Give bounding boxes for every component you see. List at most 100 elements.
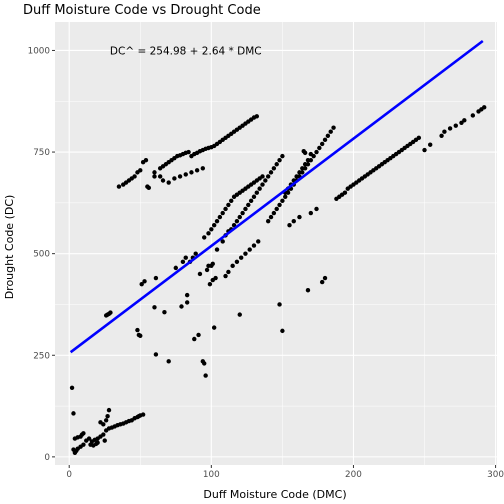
data-point [300, 170, 305, 175]
data-point [162, 309, 167, 315]
data-point [234, 259, 240, 264]
data-point [291, 218, 296, 224]
data-point [247, 247, 252, 252]
data-point [230, 263, 235, 269]
data-point [116, 184, 122, 189]
data-point [204, 267, 210, 273]
data-point [183, 255, 188, 260]
data-point [274, 206, 279, 212]
data-point [274, 162, 279, 167]
data-point [214, 247, 220, 252]
data-point [184, 300, 190, 305]
data-point [81, 442, 86, 447]
data-point [138, 168, 143, 173]
data-point [210, 261, 215, 267]
data-point [331, 125, 336, 130]
x-axis-title: Duff Moisture Code (DMC) [203, 488, 346, 501]
data-point [311, 153, 316, 159]
y-tick-label: 500 [33, 250, 50, 260]
data-point [243, 251, 248, 256]
data-point [213, 275, 218, 281]
data-point [277, 157, 282, 163]
data-point [220, 210, 225, 216]
data-point [203, 373, 208, 378]
data-point [223, 206, 228, 212]
data-point [220, 239, 225, 244]
y-tick-label: 1000 [28, 46, 51, 56]
y-tick-label: 750 [33, 148, 50, 158]
data-points [69, 105, 487, 456]
data-point [101, 432, 106, 437]
data-point [280, 153, 285, 159]
data-point [271, 166, 277, 171]
data-point [103, 418, 109, 423]
data-point [280, 328, 285, 334]
data-point [193, 251, 198, 256]
data-point [184, 292, 190, 298]
data-point [256, 239, 261, 244]
data-point [251, 194, 257, 199]
data-point [157, 174, 163, 179]
data-point [234, 218, 240, 224]
data-point [416, 135, 422, 141]
data-point [202, 235, 207, 240]
data-point [302, 166, 308, 171]
data-point [95, 440, 100, 445]
data-point [325, 133, 331, 138]
data-point [271, 210, 277, 216]
y-axis-ticks: 0 250 500 750 1000 [28, 46, 55, 463]
data-point [254, 190, 260, 195]
data-point [86, 436, 92, 441]
data-point [268, 214, 274, 220]
data-point [240, 210, 245, 216]
data-point [283, 194, 288, 199]
data-point [207, 281, 213, 287]
data-point [206, 231, 211, 236]
data-point [257, 186, 262, 191]
y-tick-label: 250 [33, 351, 50, 361]
data-point [428, 142, 433, 147]
data-point [265, 174, 271, 179]
grid-minor [55, 22, 497, 465]
data-point [223, 273, 228, 279]
data-point [153, 352, 159, 357]
data-point [328, 129, 333, 134]
data-point [81, 431, 86, 436]
data-point [342, 190, 348, 195]
data-point [152, 170, 157, 175]
data-point [422, 147, 427, 153]
data-point [238, 255, 244, 260]
data-point [214, 218, 220, 224]
data-point [186, 149, 191, 155]
plot-panel [55, 22, 497, 465]
x-axis-ticks: 0 100 200 300 [66, 465, 504, 480]
data-point [319, 279, 325, 285]
data-point [180, 259, 186, 264]
data-point [152, 305, 157, 310]
data-point [237, 214, 242, 220]
data-point [297, 214, 302, 220]
grid-major [55, 22, 497, 465]
data-point [231, 223, 237, 228]
data-point [462, 118, 467, 123]
data-point [211, 325, 217, 330]
data-point [200, 166, 206, 171]
data-point [248, 198, 254, 204]
data-point [254, 114, 260, 119]
data-point [211, 223, 217, 228]
data-point [166, 359, 171, 364]
data-point [237, 312, 242, 317]
data-point [277, 302, 282, 307]
data-point [482, 105, 487, 110]
y-axis-title: Drought Code (DC) [3, 195, 16, 300]
data-point [183, 172, 188, 177]
data-point [177, 174, 183, 179]
data-point [260, 182, 265, 187]
data-point [305, 162, 311, 167]
data-point [194, 168, 200, 173]
data-point [260, 174, 265, 179]
data-point [139, 281, 144, 287]
data-point [314, 149, 319, 155]
y-tick-label: 0 [44, 453, 50, 463]
